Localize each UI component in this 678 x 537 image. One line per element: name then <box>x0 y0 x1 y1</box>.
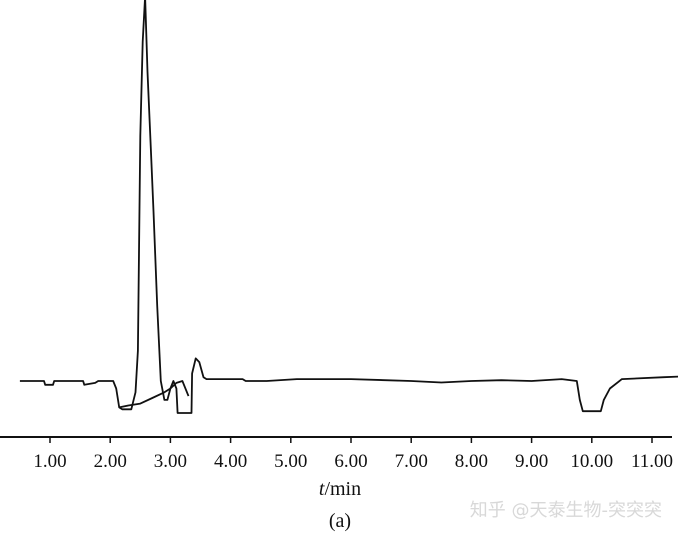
x-tick-label: 10.00 <box>570 451 613 472</box>
plot-area <box>19 0 678 414</box>
series-line-2 <box>119 380 190 409</box>
x-tick-label: 5.00 <box>274 451 307 472</box>
x-tick-label: 3.00 <box>154 451 187 472</box>
figure-caption: (a) <box>329 510 351 532</box>
x-tick-label: 7.00 <box>395 451 428 472</box>
x-axis-ticks: 1.00 2.00 3.00 4.00 5.00 6.00 7.00 8.00 9.00 10.0… <box>33 437 673 472</box>
x-tick-label: 1.00 <box>33 451 66 472</box>
watermark-text: 知乎 @天泰生物-突突突 <box>470 500 662 521</box>
x-axis-label-rest: /min <box>324 478 361 500</box>
series-line-1 <box>19 0 678 414</box>
x-tick-label: 6.00 <box>334 451 367 472</box>
x-tick-label: 11.00 <box>631 451 673 472</box>
x-tick-label: 8.00 <box>455 451 488 472</box>
x-tick-label: 4.00 <box>214 451 247 472</box>
x-tick-label: 9.00 <box>515 451 548 472</box>
x-axis-label: t/min <box>319 478 361 500</box>
x-axis-label-italic: t <box>319 478 325 500</box>
x-tick-label: 2.00 <box>94 451 127 472</box>
